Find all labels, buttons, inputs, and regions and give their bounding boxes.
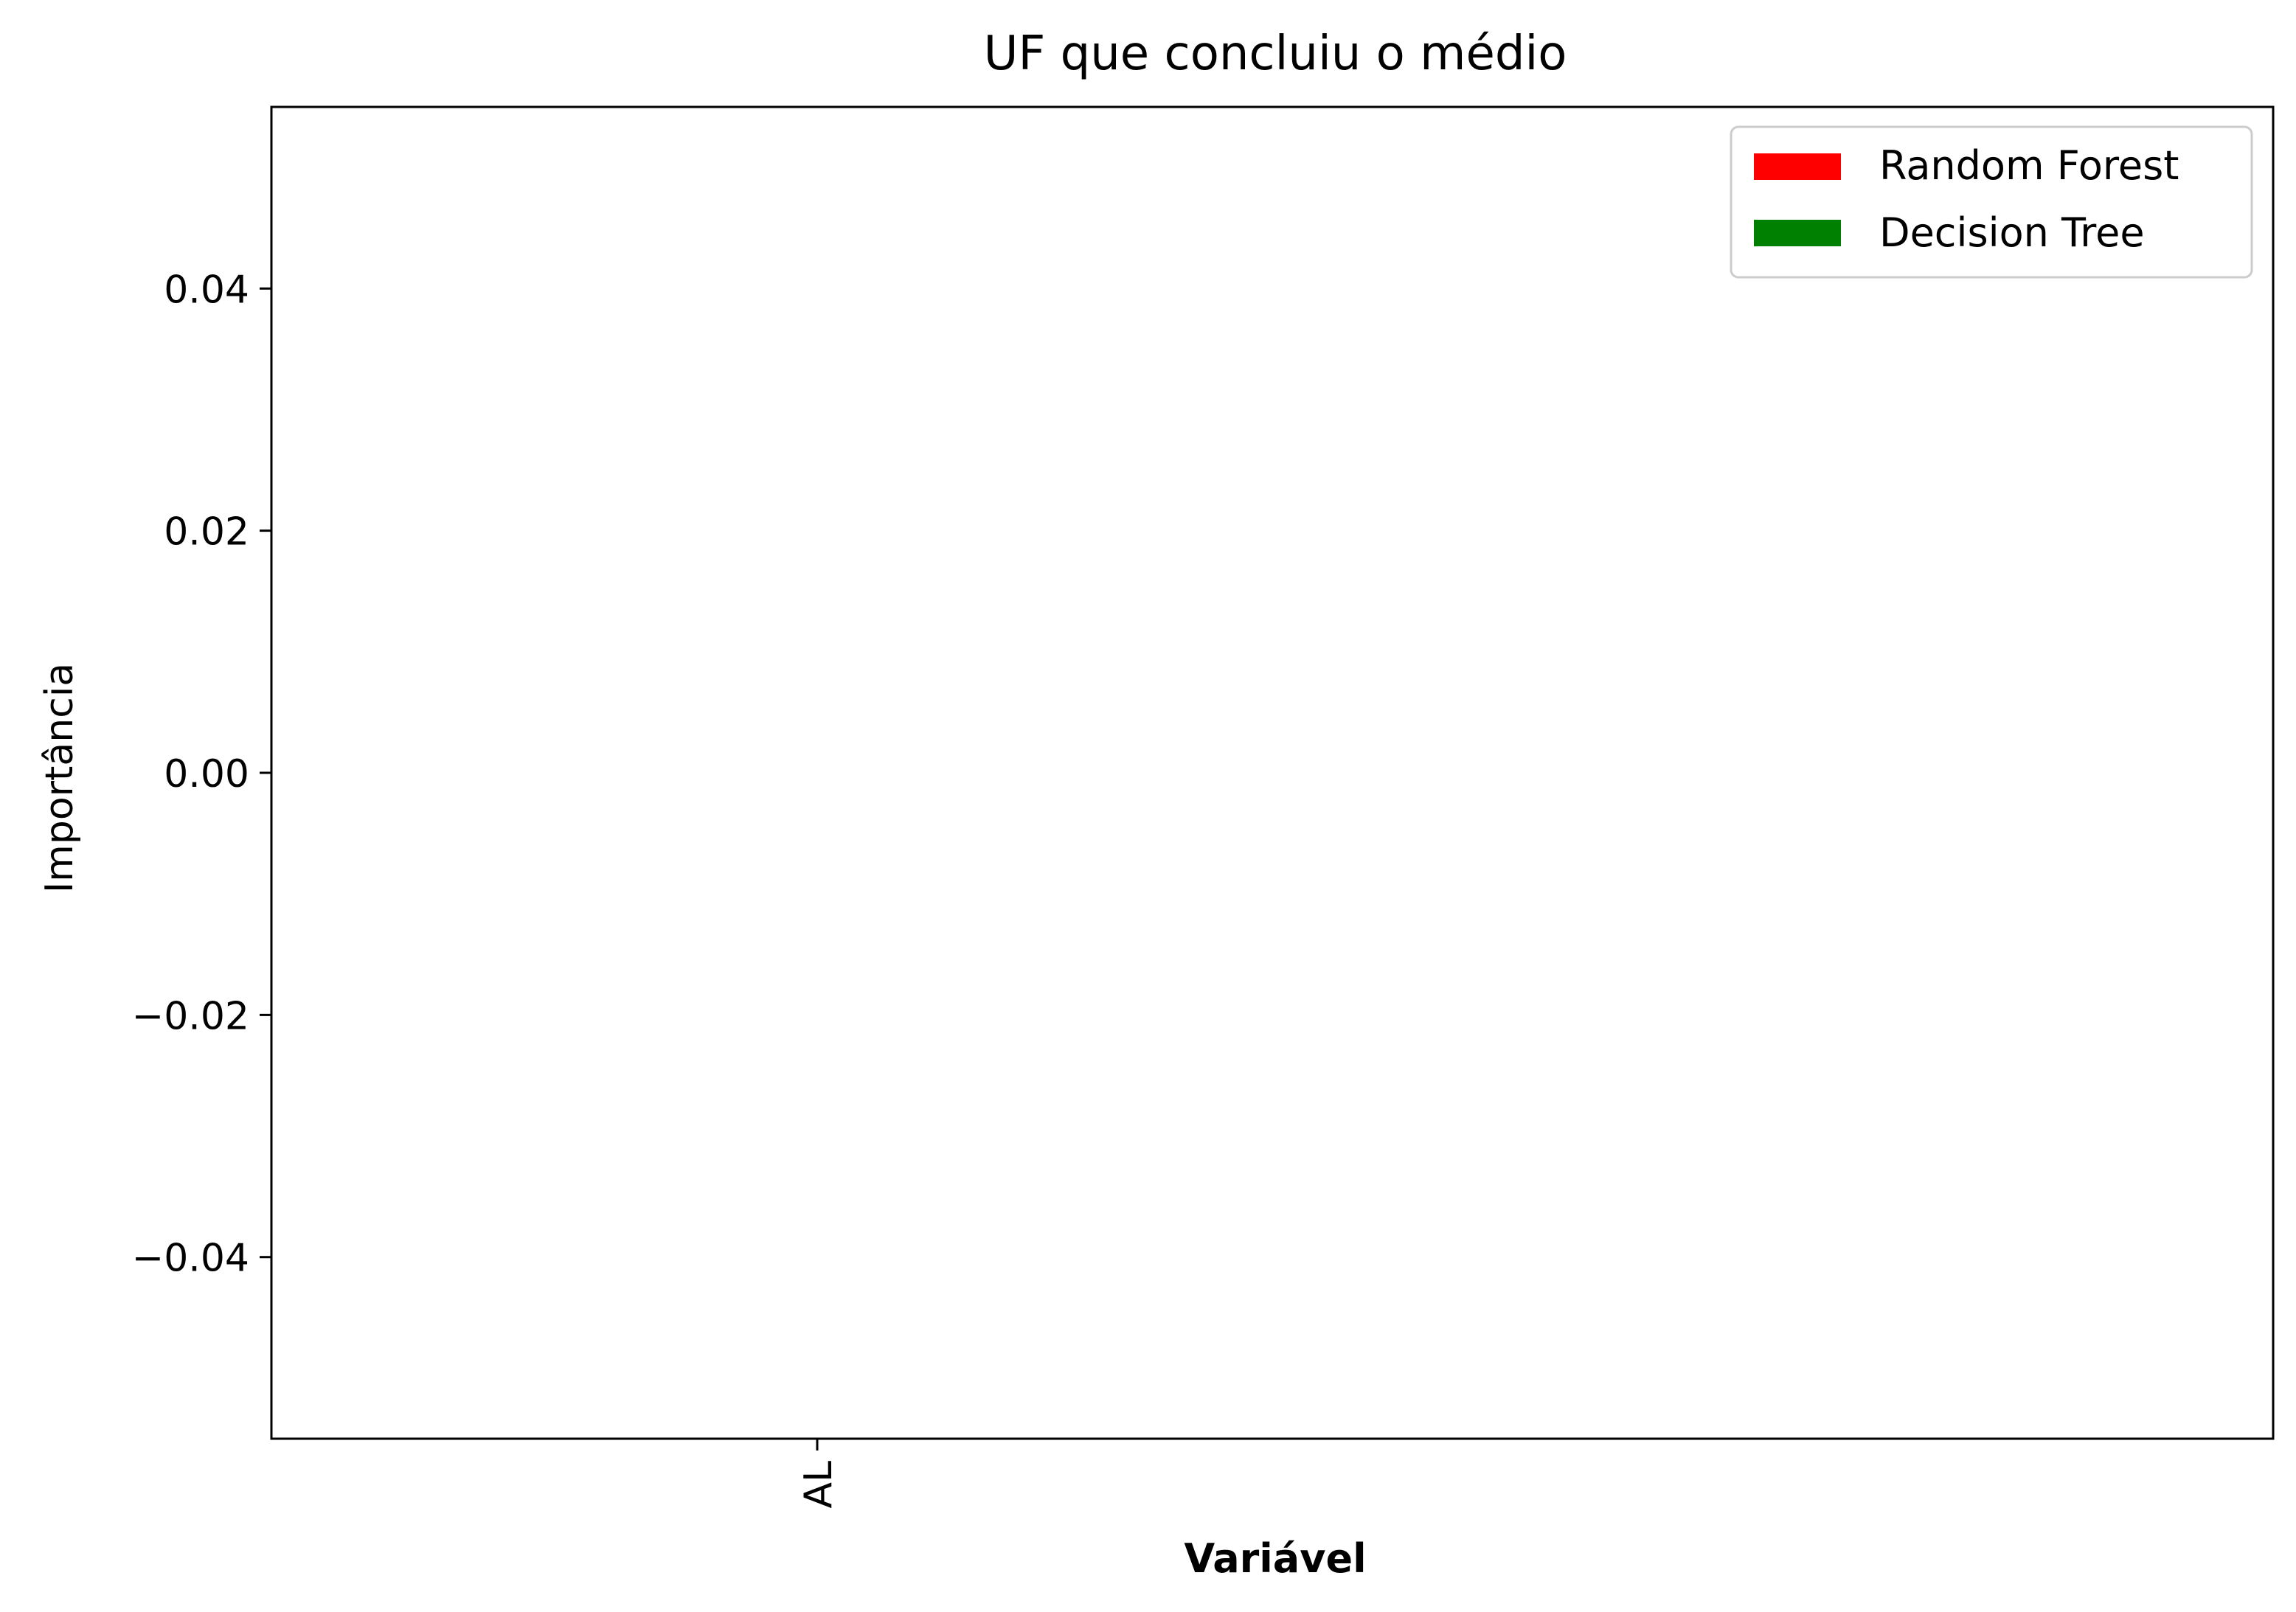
chart-title: UF que concluiu o médio bbox=[984, 27, 1567, 81]
y-tick-label: 0.02 bbox=[164, 510, 249, 555]
legend-frame bbox=[1730, 125, 2253, 279]
legend: Random Forest Decision Tree bbox=[1730, 125, 2253, 279]
y-axis-label: Importância bbox=[38, 663, 82, 893]
y-tick-label: 0.04 bbox=[164, 268, 249, 312]
legend-swatch-decision-tree bbox=[1754, 220, 1841, 246]
legend-label-random-forest: Random Forest bbox=[1879, 142, 2179, 189]
legend-swatch-random-forest bbox=[1754, 153, 1841, 180]
x-axis-label: Variável bbox=[1184, 1535, 1366, 1582]
y-tick-label: −0.04 bbox=[132, 1237, 249, 1281]
legend-label-decision-tree: Decision Tree bbox=[1879, 209, 2145, 256]
y-tick-label: −0.02 bbox=[132, 994, 249, 1038]
y-tick-label: 0.00 bbox=[164, 752, 249, 796]
x-tick-label: AL bbox=[797, 1461, 841, 1509]
y-axis: −0.04 −0.02 0.00 0.02 0.04 bbox=[132, 268, 271, 1281]
x-axis: AL bbox=[797, 1439, 841, 1509]
